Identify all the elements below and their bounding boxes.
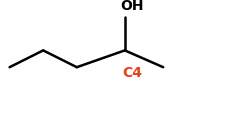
Text: C4: C4 [122, 66, 142, 80]
Text: OH: OH [120, 0, 144, 13]
